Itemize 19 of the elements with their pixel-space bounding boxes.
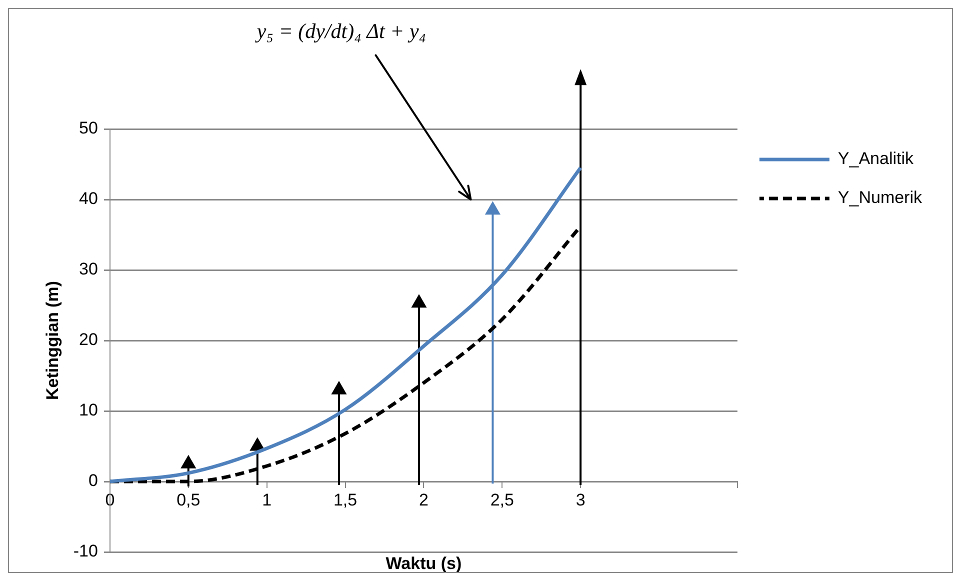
x-axis-title: Waktu (s) [386, 554, 462, 573]
y-tick-label: 20 [79, 330, 98, 350]
y-tick-label: 40 [79, 189, 98, 208]
legend-label: Y_Numerik [838, 188, 922, 208]
x-tick-label: 2 [418, 490, 428, 510]
x-tick-label: 1 [262, 490, 272, 510]
x-tick-label: 1,5 [333, 490, 358, 510]
y-tick-label: 0 [88, 471, 98, 490]
x-tick-label: 2,5 [490, 490, 514, 510]
y-tick-label: -10 [73, 542, 98, 561]
y-axis-title: Ketinggian (m) [42, 281, 62, 400]
y-tick-label: 50 [79, 118, 98, 138]
y-tick-label: 30 [79, 260, 98, 279]
x-tick-label: 0,5 [176, 490, 200, 510]
y-tick-label: 10 [79, 400, 98, 420]
text: y₅ = (dy/dt)₄ Δt + y₄ [256, 19, 426, 44]
x-tick-label: 3 [576, 490, 586, 510]
line-series [110, 166, 582, 484]
legend-label: Y_Analitik [838, 149, 914, 168]
